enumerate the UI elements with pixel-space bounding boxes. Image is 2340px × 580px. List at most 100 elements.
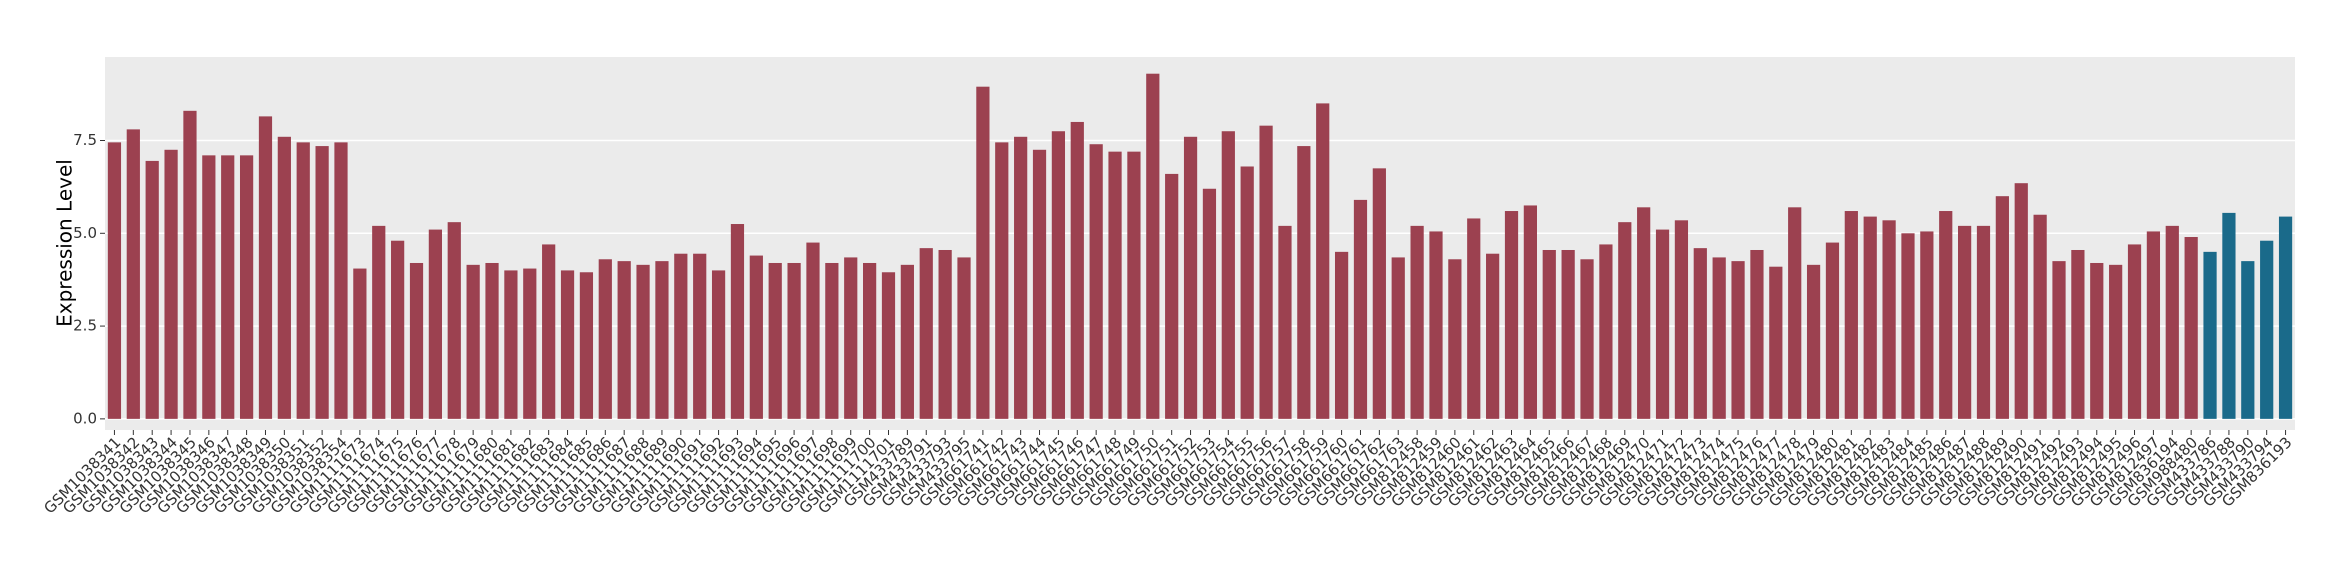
bar [2222, 212, 2236, 419]
bar [1032, 149, 1047, 419]
y-tick-label: 2.5 [73, 317, 97, 335]
bar [2090, 262, 2104, 419]
bar [107, 142, 122, 419]
bar [900, 264, 914, 419]
bar [523, 268, 537, 419]
bar [1183, 136, 1198, 419]
bar [1939, 211, 1953, 419]
bar [1542, 249, 1556, 419]
bar [579, 272, 594, 419]
bar [1958, 225, 1972, 419]
bar [1316, 103, 1330, 419]
bar [296, 142, 310, 419]
bar [239, 155, 254, 419]
bar [881, 272, 896, 419]
bar [1051, 131, 1066, 419]
bar [277, 136, 291, 419]
bar [2241, 261, 2255, 419]
bar [806, 242, 820, 419]
bar [372, 225, 386, 419]
bar [749, 255, 763, 419]
bar [919, 248, 933, 419]
bar [1165, 173, 1179, 419]
bar [2278, 216, 2293, 419]
bar [976, 86, 990, 419]
bar [2109, 264, 2123, 419]
bar [711, 270, 726, 419]
y-tick-label: 0.0 [73, 409, 97, 427]
bar [258, 116, 273, 419]
bar [2071, 249, 2085, 419]
bar [2260, 240, 2274, 419]
bar [825, 262, 839, 419]
bar [693, 253, 707, 419]
bar [1297, 146, 1311, 419]
bar [2203, 251, 2217, 419]
y-tick-label: 7.5 [73, 131, 97, 149]
bar [1788, 207, 1802, 419]
bar [1712, 257, 1726, 419]
bar [995, 142, 1009, 419]
bar [1278, 225, 1292, 419]
bar [542, 244, 556, 419]
bar [1523, 205, 1537, 419]
bar [2052, 261, 2066, 419]
bar [1901, 233, 1915, 419]
bar [409, 262, 424, 419]
bar [1976, 225, 1991, 419]
bar [1372, 168, 1386, 419]
bar [1618, 222, 1632, 419]
bar [391, 240, 405, 419]
bar [1769, 266, 1783, 419]
bar [466, 264, 480, 419]
bar [1146, 73, 1160, 419]
bar [164, 149, 178, 419]
bar [1259, 125, 1273, 419]
bar [1693, 248, 1707, 419]
bar [560, 270, 575, 419]
bar [1486, 253, 1500, 419]
bar [1391, 257, 1405, 419]
bar [844, 257, 858, 419]
bar [636, 264, 650, 419]
bar [1127, 151, 1141, 419]
bar [1580, 259, 1594, 419]
bar [504, 270, 518, 419]
bar [1599, 244, 1613, 419]
bar [768, 262, 782, 419]
bar [145, 160, 159, 419]
bar [1825, 242, 1840, 419]
bar [428, 229, 442, 419]
bar [1353, 199, 1368, 419]
bar [1108, 151, 1122, 419]
bar [617, 261, 631, 419]
bar [2033, 214, 2047, 419]
bar [1561, 249, 1575, 419]
bar [315, 146, 329, 419]
bar [1750, 249, 1764, 419]
bar [1995, 196, 2009, 419]
bar [1844, 211, 1858, 419]
bar [1863, 216, 1877, 419]
bar [1882, 220, 1896, 419]
bar [787, 262, 801, 419]
bar [2014, 183, 2028, 419]
bar [2127, 244, 2142, 419]
bar [447, 222, 461, 419]
bar [863, 262, 877, 419]
bar [353, 268, 367, 419]
bar [2184, 237, 2198, 419]
bar [1674, 220, 1689, 419]
y-axis-label: Expression Level [53, 159, 77, 327]
bar [1221, 131, 1235, 419]
bar [1070, 121, 1084, 419]
bar [334, 142, 348, 419]
bar [1467, 218, 1481, 419]
bar [1806, 264, 1821, 419]
bar [1202, 188, 1217, 419]
bar [126, 129, 140, 419]
bar [730, 224, 745, 419]
bar [1637, 207, 1651, 419]
bar [202, 155, 216, 419]
bar [1089, 144, 1103, 419]
